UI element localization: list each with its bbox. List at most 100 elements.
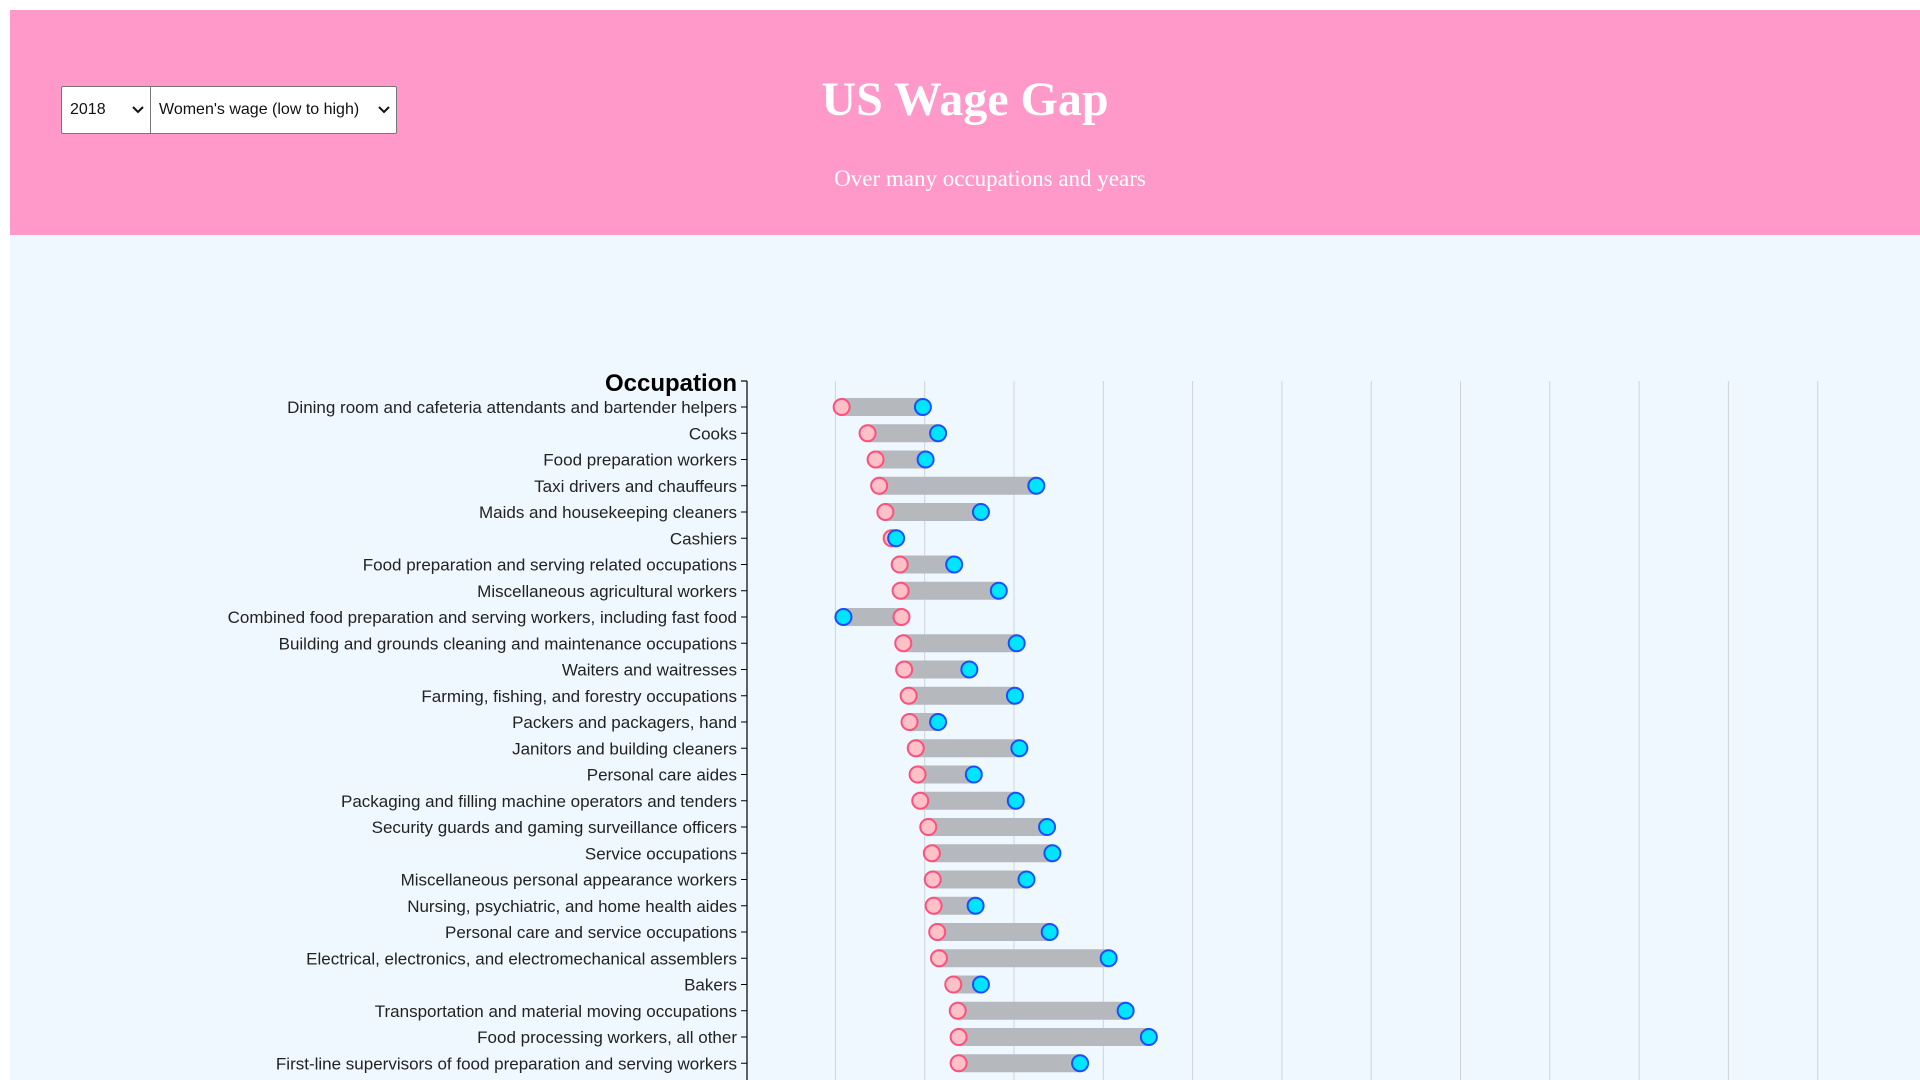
men-wage-point [1116,1001,1135,1020]
tick-label: Combined food preparation and serving wo… [228,608,737,627]
gap-bar [932,870,1027,889]
men-wage-point [1007,634,1026,653]
women-wage-point [948,1001,967,1020]
gap-bar [958,1028,1149,1046]
men-wage-point [966,896,985,915]
men-wage-point [1099,949,1118,968]
gap-bar [937,923,1050,941]
men-wage-point [916,450,935,469]
tick-label: Taxi drivers and chauffeurs [534,477,737,496]
women-wage-point [908,765,927,784]
gap-bar [867,424,939,443]
gap-bar [920,791,1016,810]
tick-label: Personal care and service occupations [445,923,737,942]
sort-select[interactable]: Women's wage (low to high) [151,86,397,134]
men-wage-point [1027,476,1046,495]
women-wage-point [900,713,919,731]
men-wage-point [1005,686,1024,705]
gap-bar [915,739,1020,758]
gap-bar [843,608,902,626]
tick-label: Packers and packagers, hand [512,713,737,732]
gap-bar [885,503,981,521]
men-wage-point [1038,818,1057,836]
chevron-down-icon [132,106,144,114]
gap-bar [875,450,926,469]
gap-bar [957,1001,1126,1020]
women-wage-point [832,398,851,416]
men-wage-point [929,424,948,443]
men-wage-point [960,660,979,679]
women-wage-point [949,1028,968,1046]
women-wage-point [906,739,925,758]
men-wage-point [971,503,990,521]
women-wage-point [929,949,948,968]
tick-label: Packaging and filling machine operators … [341,792,737,811]
controls: 2018 Women's wage (low to high) [61,86,397,134]
year-select[interactable]: 2018 [61,86,151,134]
header-banner: 2018 Women's wage (low to high) US Wage … [10,10,1920,235]
tick-label: Food preparation workers [543,451,737,470]
tick-label: Food processing workers, all other [477,1028,737,1047]
women-wage-point [895,660,914,679]
gap-bar [928,818,1048,836]
men-wage-point [1006,791,1025,810]
women-wage-point [911,791,930,810]
tick-label: Electrical, electronics, and electromech… [306,949,737,968]
tick-label: Maids and housekeeping cleaners [479,503,737,522]
men-wage-point [913,398,932,416]
tick-label: Miscellaneous agricultural workers [477,582,737,601]
gap-bar [938,949,1109,968]
gap-bar [841,398,923,416]
men-wage-point [1071,1054,1090,1073]
women-wage-point [890,555,909,574]
men-wage-point [1010,739,1029,758]
chevron-down-icon [378,106,390,114]
gap-bar [879,476,1037,495]
women-wage-point [928,923,947,941]
page-title: US Wage Gap [821,73,1109,126]
women-wage-point [923,870,942,889]
tick-label: Waiters and waitresses [562,661,737,680]
women-wage-point [870,476,889,495]
tick-label: Food preparation and serving related occ… [363,556,737,575]
tick-label: Bakers [684,976,737,995]
page: 2018 Women's wage (low to high) US Wage … [10,10,1920,1080]
tick-label: Dining room and cafeteria attendants and… [287,398,737,417]
men-wage-point [1017,870,1036,889]
year-select-value: 2018 [70,101,106,118]
men-wage-point [964,765,983,784]
tick-label: Transportation and material moving occup… [375,1002,737,1021]
men-wage-point [929,713,948,731]
women-wage-point [892,608,911,626]
tick-label: Security guards and gaming surveillance … [372,818,737,837]
tick-label: Miscellaneous personal appearance worker… [401,871,737,890]
women-wage-point [876,503,895,521]
sort-select-value: Women's wage (low to high) [159,101,360,118]
tick-label: Building and grounds cleaning and mainte… [279,634,737,653]
men-wage-point [971,975,990,994]
women-wage-point [922,844,941,863]
y-axis-title: Occupation [605,370,737,397]
women-wage-point [944,975,963,994]
gap-bar [900,581,999,600]
tick-label: Farming, fishing, and forestry occupatio… [421,687,737,706]
gap-bar [899,555,955,574]
women-wage-point [919,818,938,836]
men-wage-point [834,608,853,626]
men-wage-point [1043,844,1062,863]
women-wage-point [866,450,885,469]
men-wage-point [945,555,964,574]
women-wage-point [858,424,877,443]
men-wage-point [1040,923,1059,941]
gap-bar [931,844,1053,863]
tick-label: First-line supervisors of food preparati… [276,1054,737,1073]
gap-bar [933,896,976,915]
page-subtitle: Over many occupations and years [834,166,1146,191]
gap-bar [903,634,1017,653]
tick-label: Cashiers [670,529,737,548]
women-wage-point [891,581,910,600]
tick-label: Cooks [689,424,737,443]
gap-bar [908,686,1015,705]
gap-bar [958,1054,1081,1073]
men-wage-point [887,529,906,548]
